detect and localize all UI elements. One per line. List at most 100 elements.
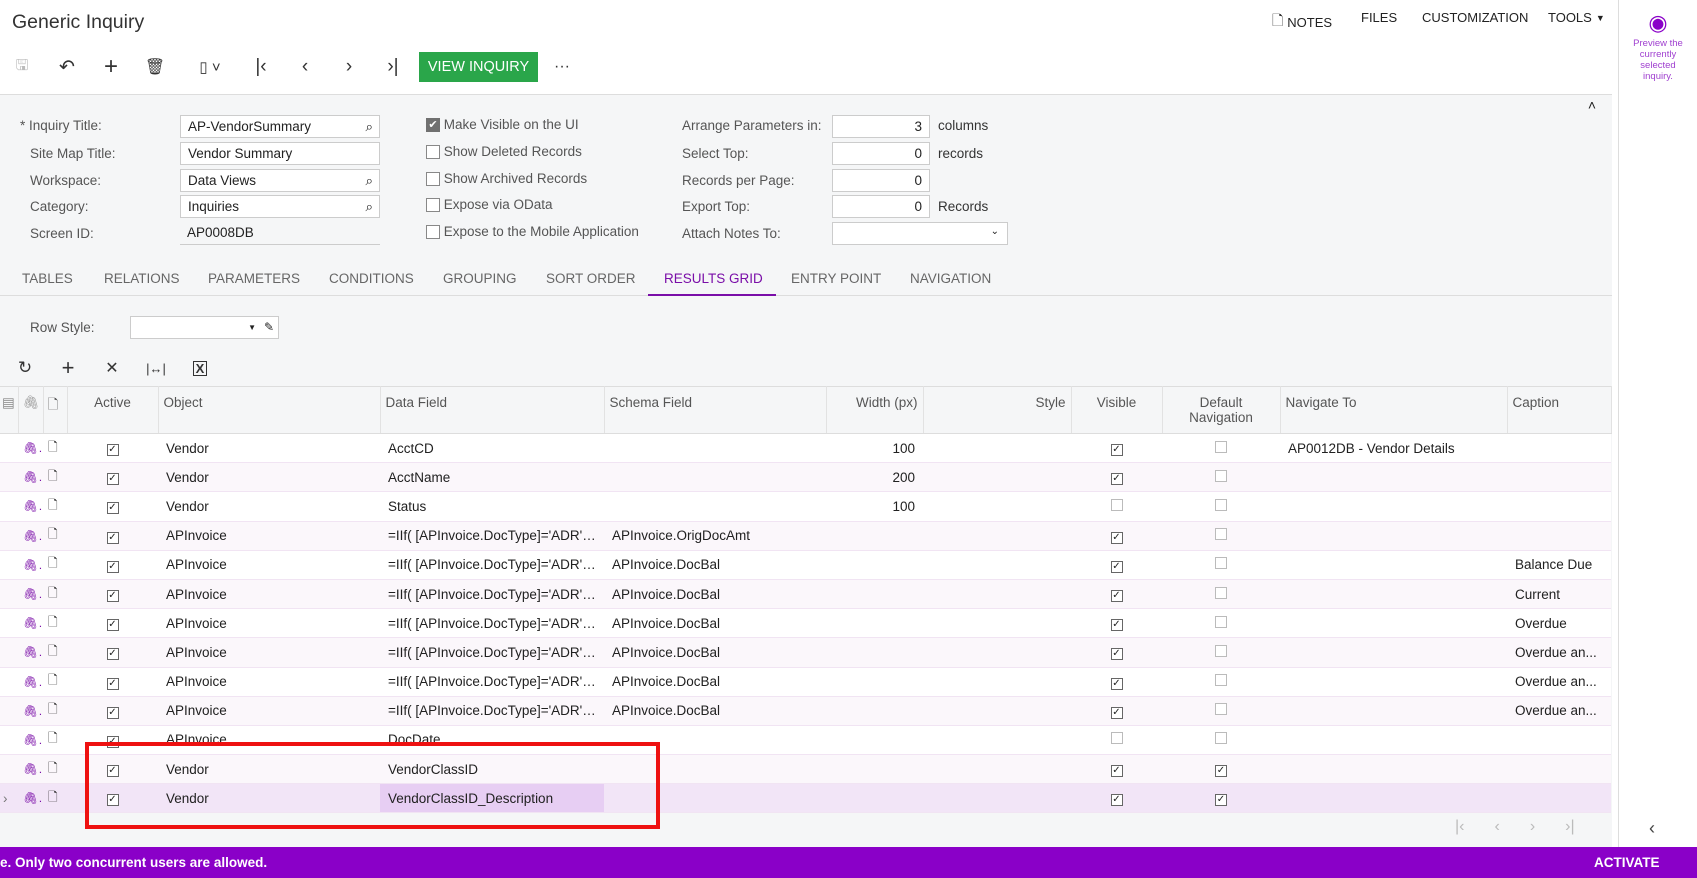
checkbox[interactable] [1110,498,1123,511]
table-row[interactable]: 🖇 🗋 ✓ APInvoice =IIf( [APInvoice.DocType]='A… [0,696,1611,726]
next-record-icon[interactable]: › [345,56,353,77]
tab-tables[interactable]: TABLES [22,271,73,286]
attachment-icon[interactable]: 🖇 [18,754,43,785]
navigate-to-cell[interactable] [1280,491,1507,522]
data-field-cell[interactable]: AcctCD [380,433,604,464]
tab-sort-order[interactable]: SORT ORDER [546,271,636,286]
default-navigation-cell[interactable] [1162,491,1280,522]
eye-icon[interactable]: ◉ [1648,10,1668,35]
checkbox-checked[interactable]: ✓ [106,648,119,661]
records-per-page-field[interactable]: 0 [832,169,930,192]
data-field-cell[interactable]: AcctName [380,462,604,493]
expose-mobile-checkbox[interactable]: Expose to the Mobile Application [426,224,639,240]
visible-cell[interactable]: ✓ [1071,550,1162,580]
inquiry-title-field[interactable]: AP-VendorSummary ⌕ [180,115,380,138]
select-top-field[interactable]: 0 [832,142,930,165]
schema-field-cell[interactable]: APInvoice.DocBal [604,696,826,726]
checkbox-checked[interactable]: ✓ [1110,473,1123,486]
visible-cell[interactable]: ✓ [1071,579,1162,610]
data-field-cell[interactable]: =IIf( [APInvoice.DocType]='ADR',... [380,667,604,697]
column-header-data-field[interactable]: Data Field [380,386,605,434]
object-cell[interactable]: Vendor [158,462,380,493]
style-cell[interactable] [923,608,1071,639]
checkbox-checked[interactable]: ✓ [1110,531,1123,544]
search-icon[interactable]: ⌕ [365,119,373,134]
checkbox-checked[interactable]: ✓ [106,444,119,457]
last-page-icon[interactable]: ›| [1565,818,1575,835]
data-field-cell[interactable]: =IIf( [APInvoice.DocType]='ADR',... [380,696,604,726]
attachment-icon[interactable]: 🖇 [18,491,43,522]
collapse-icon[interactable]: ˄ [1587,97,1596,113]
note-icon[interactable]: 🗋 [43,579,67,610]
object-cell[interactable]: APInvoice [158,637,380,668]
width-cell[interactable]: 200 [826,462,923,493]
row-selector[interactable] [0,608,18,639]
data-field-cell[interactable]: =IIf( [APInvoice.DocType]='ADR',... [380,521,604,551]
first-record-icon[interactable]: |‹ [255,56,267,77]
default-navigation-cell[interactable] [1162,521,1280,551]
navigate-to-cell[interactable] [1280,462,1507,493]
first-page-icon[interactable]: |‹ [1455,818,1465,835]
workspace-field[interactable]: Data Views ⌕ [180,169,380,192]
row-style-select[interactable]: ▼ ✎ [130,316,279,339]
data-field-cell[interactable]: =IIf( [APInvoice.DocType]='ADR',... [380,637,604,668]
checkbox-checked[interactable]: ✓ [1110,590,1123,603]
style-cell[interactable] [923,783,1071,814]
row-selector[interactable] [0,491,18,522]
checkbox-checked[interactable]: ✓ [1110,677,1123,690]
note-icon[interactable]: 🗋 [43,783,67,814]
caption-cell[interactable] [1507,491,1611,522]
schema-field-cell[interactable] [604,725,826,756]
checkbox[interactable] [426,172,440,187]
column-header-style[interactable]: Style [923,386,1072,434]
table-row[interactable]: 🖇 🗋 ✓ Vendor AcctCD 100 ✓ AP0012DB - Vendor Det… [0,433,1611,464]
column-header-default-navigation[interactable]: Default Navigation [1162,386,1281,434]
table-row[interactable]: 🖇 🗋 ✓ APInvoice =IIf( [APInvoice.DocType]='A… [0,667,1611,697]
checkbox-checked[interactable]: ✓ [106,590,119,603]
add-row-icon[interactable]: + [61,355,75,380]
tools-button[interactable]: TOOLS ▼ [1548,10,1605,25]
tab-grouping[interactable]: GROUPING [443,271,517,286]
active-cell[interactable]: ✓ [67,725,158,756]
object-cell[interactable]: APInvoice [158,667,380,697]
schema-field-cell[interactable]: APInvoice.DocBal [604,608,826,639]
table-row[interactable]: 🖇 🗋 ✓ APInvoice =IIf( [APInvoice.DocType]='A… [0,608,1611,639]
data-field-cell[interactable]: =IIf( [APInvoice.DocType]='ADR',... [380,608,604,639]
visible-cell[interactable]: ✓ [1071,433,1162,464]
attachment-icon[interactable]: 🖇 [18,462,43,493]
table-row[interactable]: 🖇 🗋 ✓ APInvoice =IIf( [APInvoice.DocType]='A… [0,550,1611,580]
visible-cell[interactable]: ✓ [1071,783,1162,814]
checkbox[interactable] [1215,674,1227,687]
column-header-active[interactable]: Active [67,386,159,434]
data-field-cell[interactable]: VendorClassID [380,754,604,785]
checkbox-checked[interactable]: ✓ [106,794,119,807]
checkbox[interactable] [1110,732,1123,745]
navigate-to-cell[interactable]: AP0012DB - Vendor Details [1280,433,1507,464]
search-icon[interactable]: ⌕ [365,199,373,214]
category-field[interactable]: Inquiries ⌕ [180,195,380,218]
width-cell[interactable] [826,550,923,580]
active-cell[interactable]: ✓ [67,667,158,697]
tab-relations[interactable]: RELATIONS [104,271,180,286]
caption-cell[interactable] [1507,754,1611,785]
active-cell[interactable]: ✓ [67,462,158,493]
data-field-cell[interactable]: =IIf( [APInvoice.DocType]='ADR',... [380,579,604,610]
schema-field-cell[interactable] [604,433,826,464]
tab-results-grid[interactable]: RESULTS GRID [664,271,763,286]
column-header-navigate-to[interactable]: Navigate To [1280,386,1508,434]
visible-cell[interactable] [1071,725,1162,756]
note-icon[interactable]: 🗋 [43,696,67,726]
checkbox[interactable] [1215,440,1227,453]
data-field-cell[interactable]: VendorClassID_Description [380,783,604,814]
style-cell[interactable] [923,521,1071,551]
checkbox-checked[interactable]: ✓ [1110,619,1123,632]
table-row[interactable]: 🖇 🗋 ✓ APInvoice =IIf( [APInvoice.DocType]='A… [0,579,1611,610]
default-navigation-cell[interactable] [1162,550,1280,580]
copy-paste-icon[interactable]: ▯ ˅ [199,59,221,76]
width-cell[interactable] [826,579,923,610]
row-selector[interactable] [0,667,18,697]
expose-odata-checkbox[interactable]: Expose via OData [426,197,553,213]
active-cell[interactable]: ✓ [67,521,158,551]
navigate-to-cell[interactable] [1280,725,1507,756]
width-cell[interactable] [826,637,923,668]
